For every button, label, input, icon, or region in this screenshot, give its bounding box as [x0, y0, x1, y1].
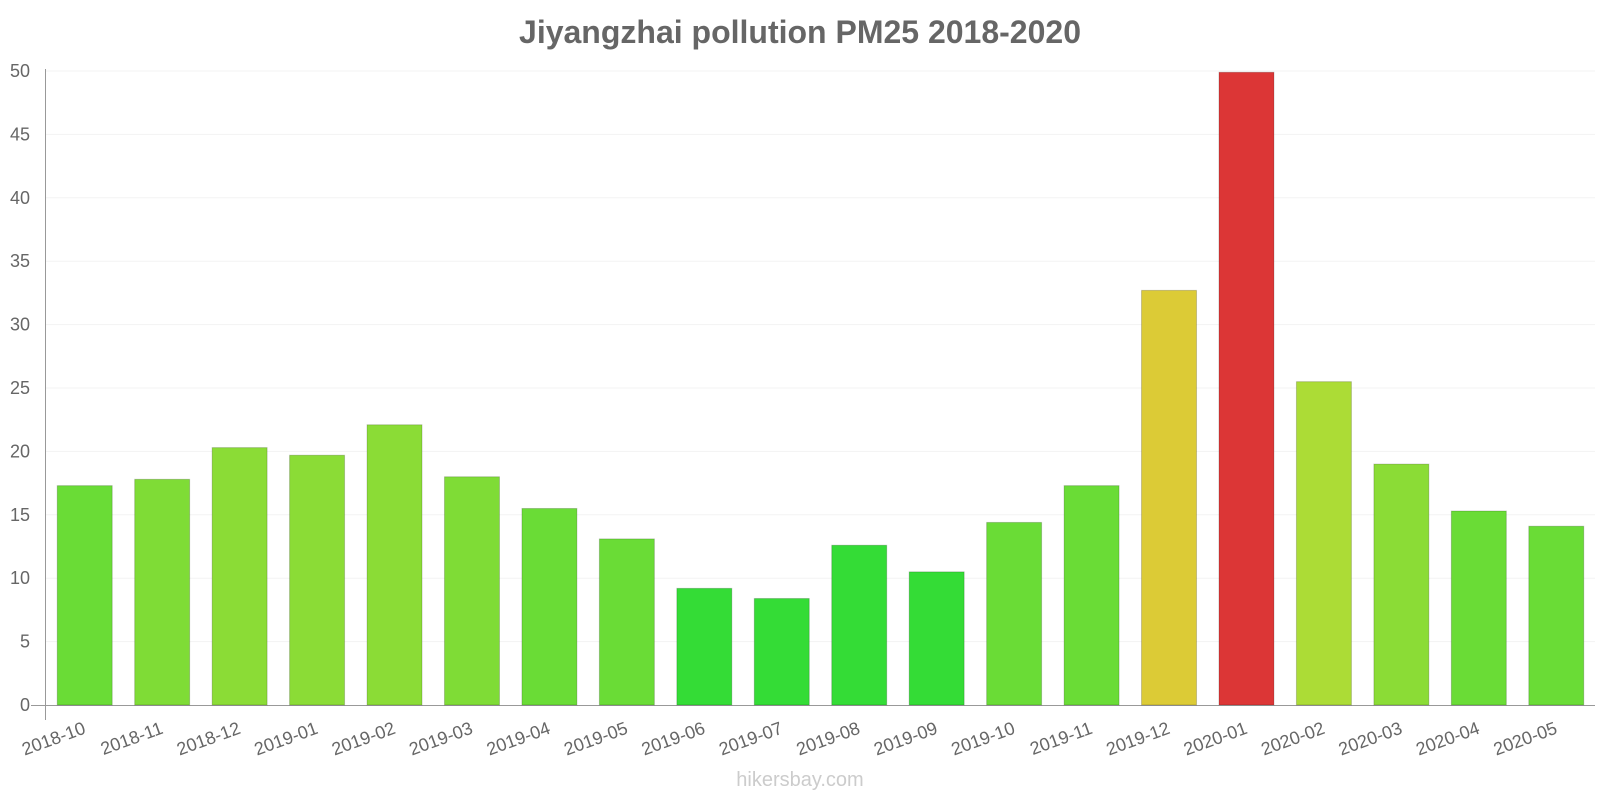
x-tick-label: 2020-01: [1181, 718, 1250, 759]
bar-2019-04[interactable]: [521, 507, 578, 706]
x-tick-label: 2019-04: [484, 718, 553, 759]
y-tick-label: 0: [20, 695, 30, 715]
bar-2019-02[interactable]: [366, 424, 423, 706]
x-tick-label: 2019-01: [252, 718, 321, 759]
y-tick-label: 25: [10, 378, 30, 398]
x-tick-label: 2020-03: [1336, 718, 1405, 759]
x-tick-label: 2019-03: [406, 718, 475, 759]
bar-2018-10[interactable]: [56, 485, 113, 706]
chart-title: Jiyangzhai pollution PM25 2018-2020: [519, 14, 1081, 50]
bar-2020-01[interactable]: [1218, 71, 1275, 706]
x-tick-label: 2018-10: [19, 718, 88, 759]
watermark: hikersbay.com: [736, 769, 864, 791]
x-tick-label: 2019-08: [794, 718, 863, 759]
y-tick-label: 45: [10, 124, 30, 144]
bar-2020-03[interactable]: [1373, 463, 1430, 706]
y-tick-label: 50: [10, 61, 30, 81]
x-tick-label: 2020-04: [1413, 718, 1482, 759]
x-tick-label: 2019-09: [871, 718, 940, 759]
bar-2019-07[interactable]: [753, 597, 810, 706]
y-tick-label: 40: [10, 188, 30, 208]
y-tick-label: 35: [10, 251, 30, 271]
bar-2019-03[interactable]: [443, 476, 500, 706]
x-tick-label: 2019-11: [1027, 718, 1095, 759]
x-tick-label: 2019-12: [1103, 718, 1172, 759]
bar-2019-05[interactable]: [598, 538, 655, 706]
bar-2019-11[interactable]: [1063, 485, 1120, 706]
bar-2018-11[interactable]: [134, 478, 191, 706]
bar-2020-05[interactable]: [1528, 525, 1585, 706]
y-tick-label: 20: [10, 441, 30, 461]
bar-2019-06[interactable]: [676, 587, 733, 706]
x-tick-label: 2019-02: [329, 718, 398, 759]
bar-2019-08[interactable]: [831, 544, 888, 706]
bar-2019-09[interactable]: [908, 571, 965, 706]
x-tick-label: 2019-10: [949, 718, 1018, 759]
x-tick-label: 2020-05: [1491, 718, 1560, 759]
y-tick-label: 15: [10, 505, 30, 525]
x-tick-label: 2019-05: [561, 718, 630, 759]
x-tick-label: 2020-02: [1258, 718, 1327, 759]
x-tick-label: 2019-07: [716, 718, 785, 759]
bar-2020-02[interactable]: [1295, 381, 1352, 706]
bar-2019-12[interactable]: [1141, 289, 1198, 706]
bar-2019-10[interactable]: [986, 521, 1043, 706]
x-tick-label: 2019-06: [639, 718, 708, 759]
bar-2018-12[interactable]: [211, 447, 268, 706]
bar-2019-01[interactable]: [289, 454, 346, 706]
x-tick-label: 2018-11: [98, 718, 166, 759]
y-tick-label: 5: [20, 632, 30, 652]
y-tick-label: 10: [10, 568, 30, 588]
bar-2020-04[interactable]: [1450, 510, 1507, 706]
x-tick-label: 2018-12: [174, 718, 243, 759]
y-tick-label: 30: [10, 315, 30, 335]
